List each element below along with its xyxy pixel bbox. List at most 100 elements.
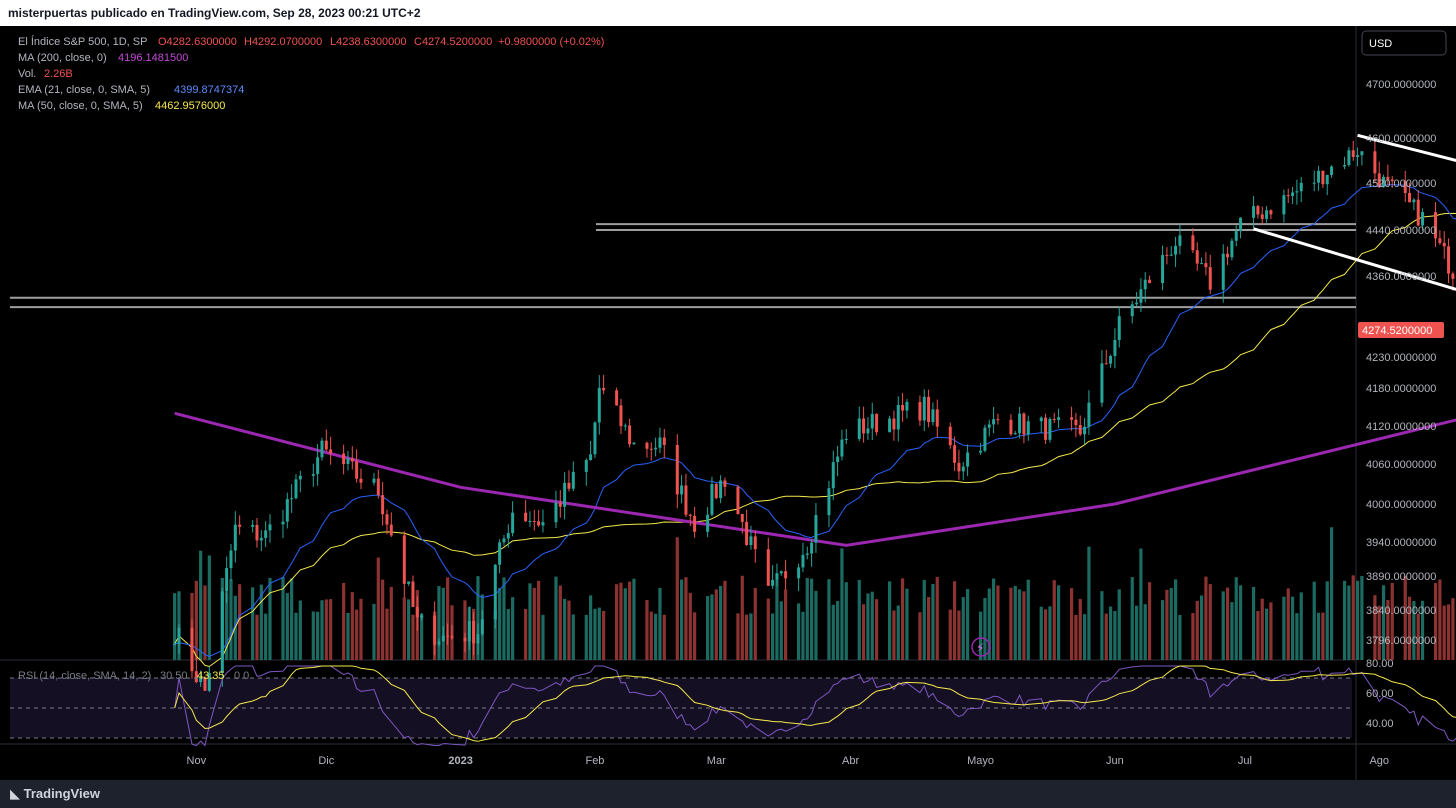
volume-bar [1225,587,1230,660]
volume-bar [320,600,324,660]
volume-bar [498,588,502,660]
candle-body [173,644,177,646]
volume-bar [207,555,211,660]
volume-bar [355,609,359,660]
candle-body [862,418,866,434]
volume-bar [645,600,649,660]
candle-body [1282,195,1286,215]
candle-body [1113,339,1117,356]
volume-bar [255,614,259,660]
volume-bar [749,613,753,660]
price-tick-label: 4700.0000000 [1366,79,1436,91]
candle-body [736,486,740,514]
candle-body [658,437,662,448]
candle-body [415,606,419,618]
candle-body [766,549,770,586]
volume-bar [965,589,970,660]
tradingview-logo[interactable]: ◣ TradingView [10,786,100,802]
volume-bar [844,582,848,660]
volume-bar [693,612,697,660]
legend-ema21-value: 4399.8747374 [174,84,244,96]
candle-body [996,419,1000,421]
lightning-glyph[interactable]: ⚡ [976,641,984,655]
candle-body [1178,235,1182,246]
volume-bar [441,587,445,660]
candle-body [1022,413,1026,435]
candle-body [888,418,892,433]
candle-body [402,535,406,584]
volume-bar [1056,585,1061,660]
candle-body [1421,212,1425,226]
currency-button[interactable]: USD [1361,30,1447,56]
candle-body [463,637,467,642]
volume-bar [1386,600,1390,660]
chart-area[interactable]: 4700.0000000 4600.0000000 4520.0000000 4440… [0,26,1456,780]
legend-ma200-label: MA (200, close, 0) [18,52,107,64]
candle-body [719,480,723,499]
candle-body [749,536,753,546]
price-tick-label: 4000.0000000 [1366,499,1436,511]
candle-body [311,474,315,476]
volume-bar [827,579,831,660]
volume-bar [1373,595,1377,660]
currency-button-frame[interactable] [1361,30,1447,56]
channel-line [1357,133,1456,163]
volume-bar [805,577,809,660]
volume-bar [987,588,991,660]
candle-body [684,485,688,515]
volume-bar [1191,613,1195,660]
candle-body [1451,273,1455,279]
candle-body [511,512,515,534]
candle-body [1195,250,1199,264]
candle-body [571,471,575,489]
price-tick-label: 4230.0000000 [1366,352,1436,364]
currency-label[interactable]: USD [1369,38,1392,50]
volume-bar [628,581,632,660]
candle-body [1161,254,1165,283]
lightning-icon-ring[interactable] [971,637,991,657]
footer: ◣ TradingView [0,780,1456,808]
candle-body [411,581,415,607]
volume-bar [281,576,285,660]
time-axis[interactable]: NovDic2023FebMarAbrMayoJunJulAgoSepOctNo… [187,755,1456,767]
volume-bar [1416,613,1420,660]
candle-body [324,440,328,450]
volume-bar [506,609,510,660]
volume-bar [567,600,571,660]
volume-bar [1286,588,1290,660]
tradingview-logo-icon: ◣ [10,786,24,801]
time-tick-label: Nov [187,755,207,767]
volume-bar [866,593,870,660]
last-price-badge: 4274.5200000 [1358,322,1444,338]
lightning-icon[interactable]: ⚡ [971,637,991,657]
candle-body [420,615,424,618]
volume-bar [810,578,814,660]
volume-bar [1347,585,1351,660]
candle-body [1252,206,1256,218]
candle-body [1083,426,1087,435]
candle-body [632,442,636,445]
price-axis[interactable]: 4700.0000000 4600.0000000 4520.0000000 4440… [1366,79,1436,730]
candle-body [1208,267,1212,290]
candle-body [1139,289,1143,303]
candle-body [1117,316,1121,340]
legend-high: H4292.0700000 [244,36,322,48]
volume-bar [1048,606,1052,660]
volume-bar [1342,580,1347,660]
volume-bar [1377,605,1381,660]
volume-bar [584,614,588,660]
volume-bar [372,603,376,660]
volume-bar [402,597,406,660]
channel-lines[interactable] [1253,133,1456,410]
candle-body [1100,363,1104,403]
volume-bar [298,600,302,660]
candle-body [1009,419,1013,435]
candle-body [814,515,818,543]
volume-bar [194,580,198,660]
candle-body [177,627,181,645]
volume-bar [1433,583,1438,660]
volume-bar [784,589,788,660]
chart-svg[interactable]: 4700.0000000 4600.0000000 4520.0000000 4440… [0,26,1456,780]
price-tick-label: 4120.0000000 [1366,421,1436,433]
volume-bar [229,579,233,660]
